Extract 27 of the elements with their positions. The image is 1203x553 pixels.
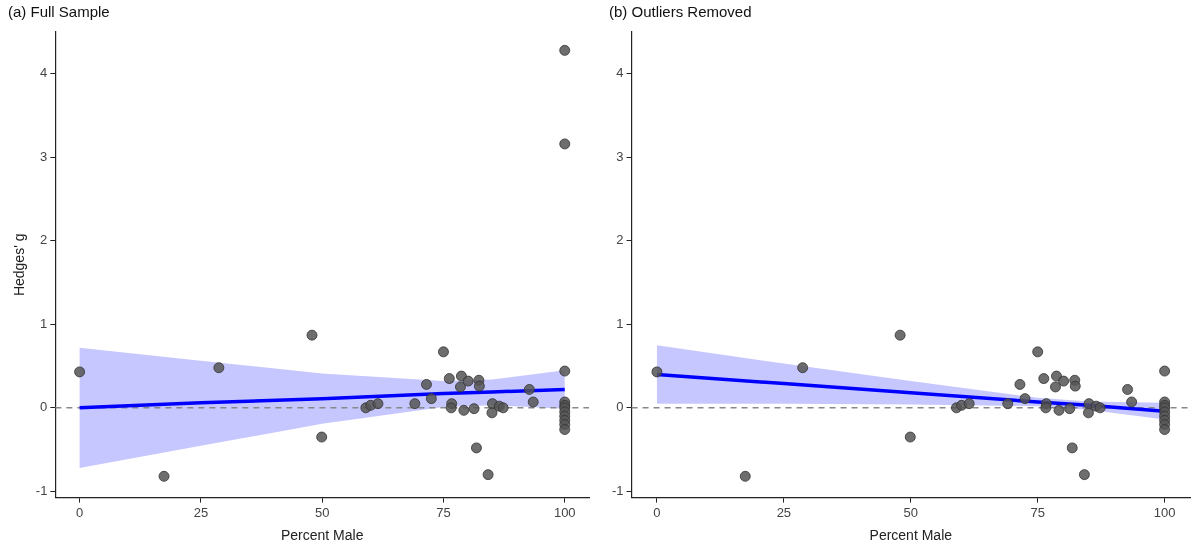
y-tick-label: 4 [40, 65, 48, 81]
x-tick-label: 75 [436, 504, 451, 520]
y-tick-label: 3 [616, 148, 624, 164]
y-tick-label: -1 [612, 482, 624, 498]
y-tick-label: 2 [40, 232, 48, 248]
y-tick-label: 1 [40, 315, 48, 331]
x-tick-label: 0 [76, 504, 84, 520]
y-tick-label: 0 [616, 399, 624, 415]
x-axis-title: Percent Male [869, 527, 953, 544]
y-tick-label: 1 [616, 315, 624, 331]
x-tick-label: 50 [903, 504, 919, 520]
y-tick-label: 3 [40, 148, 48, 164]
y-tick-label: 2 [616, 232, 624, 248]
x-tick-label: 100 [553, 504, 576, 520]
y-tick-label: 0 [40, 399, 48, 415]
chart-title: (b) Outliers Removed [609, 3, 752, 21]
x-tick-label: 75 [1030, 504, 1045, 520]
x-tick-label: 100 [1153, 504, 1176, 520]
y-tick-label: -1 [35, 482, 48, 498]
x-tick-label: 25 [776, 504, 792, 520]
x-tick-label: 50 [314, 504, 330, 520]
x-tick-label: 0 [653, 504, 661, 520]
chart-title: (a) Full Sample [8, 3, 110, 21]
y-tick-label: 4 [616, 65, 624, 81]
y-axis-title: Hedges' g [11, 233, 28, 297]
x-axis-title: Percent Male [280, 527, 364, 544]
x-tick-label: 25 [193, 504, 209, 520]
